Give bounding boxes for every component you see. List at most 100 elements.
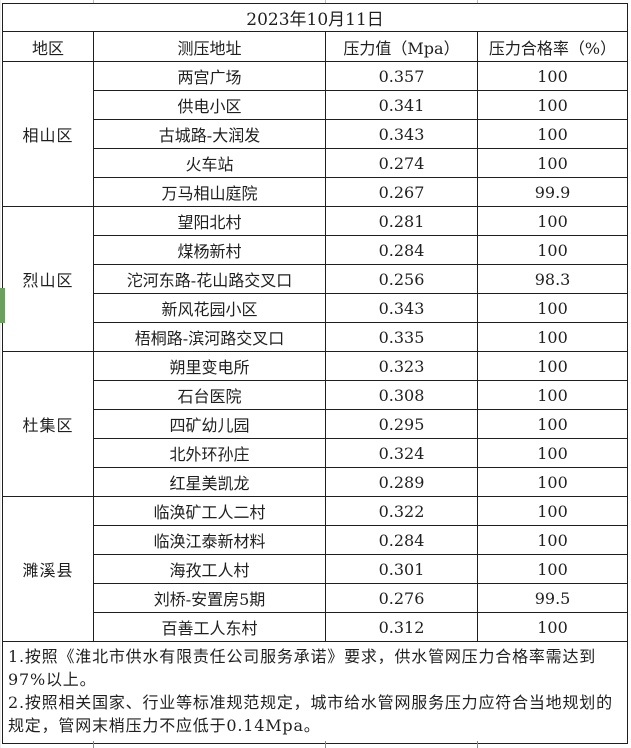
address-cell: 临涣江泰新材料	[93, 525, 326, 555]
screenshot-edge-line	[0, 0, 1, 748]
pressure-value-cell: 0.256	[325, 264, 478, 294]
column-header-address: 测压地址	[93, 31, 326, 62]
title-row: 2023年10月11日	[1, 3, 629, 32]
pass-rate-cell: 98.3	[476, 264, 629, 294]
gridline-stub	[477, 741, 478, 748]
pressure-value-cell: 0.274	[325, 148, 478, 178]
address-cell: 梧桐路-滨河路交叉口	[93, 322, 326, 352]
pressure-value-cell: 0.343	[325, 293, 478, 323]
gridline-stub	[93, 0, 94, 3]
pass-rate-cell: 99.9	[476, 177, 629, 207]
pressure-value-cell: 0.301	[325, 554, 478, 584]
address-cell: 沱河东路-花山路交叉口	[93, 264, 326, 294]
table-row: 临涣江泰新材料 0.284 100	[3, 525, 629, 555]
pass-rate-cell: 100	[476, 467, 629, 497]
pressure-value-cell: 0.323	[325, 351, 478, 381]
table-row: 沱河东路-花山路交叉口 0.256 98.3	[3, 264, 629, 294]
pass-rate-cell: 100	[476, 119, 629, 149]
pass-rate-cell: 100	[476, 90, 629, 120]
note-1: 1.按照《淮北市供水有限责任公司服务承诺》要求，供水管网压力合格率需达到97%以…	[8, 647, 597, 689]
address-cell: 煤杨新村	[93, 235, 326, 265]
district-cell: 濉溪县	[2, 496, 94, 642]
pass-rate-cell: 100	[476, 409, 629, 439]
table-row: 百善工人东村 0.312 100	[3, 612, 629, 642]
pass-rate-cell: 100	[476, 612, 629, 642]
address-cell: 古城路-大润发	[93, 119, 326, 149]
pass-rate-cell: 99.5	[476, 583, 629, 613]
notes-cell: 1.按照《淮北市供水有限责任公司服务承诺》要求，供水管网压力合格率需达到97%以…	[1, 641, 629, 744]
pass-rate-cell: 100	[476, 206, 629, 236]
pressure-value-cell: 0.324	[325, 438, 478, 468]
pass-rate-cell: 100	[476, 554, 629, 584]
table-body: 相山区 两宫广场 0.357 100 供电小区 0.341 100 古城路-大润发 0.343 1…	[2, 61, 629, 642]
address-cell: 四矿幼儿园	[93, 409, 326, 439]
pass-rate-cell: 100	[476, 380, 629, 410]
address-cell: 刘桥-安置房5期	[93, 583, 326, 613]
table-row: 万马相山庭院 0.267 99.9	[3, 177, 629, 207]
pressure-value-cell: 0.322	[325, 496, 478, 526]
address-cell: 红星美凯龙	[93, 467, 326, 497]
pass-rate-cell: 100	[476, 496, 629, 526]
pressure-value-cell: 0.335	[325, 322, 478, 352]
district-cell: 相山区	[2, 61, 94, 207]
pressure-value-cell: 0.276	[325, 583, 478, 613]
address-cell: 供电小区	[93, 90, 326, 120]
table-row: 杜集区 朔里变电所 0.323 100	[2, 351, 629, 497]
pressure-value-cell: 0.281	[325, 206, 478, 236]
gridline-stub	[325, 741, 326, 748]
pressure-value-cell: 0.308	[325, 380, 478, 410]
pressure-value-cell: 0.289	[325, 467, 478, 497]
pressure-value-cell: 0.341	[325, 90, 478, 120]
table-row: 煤杨新村 0.284 100	[3, 235, 629, 265]
pass-rate-cell: 100	[476, 148, 629, 178]
address-cell: 石台医院	[93, 380, 326, 410]
table-row: 濉溪县 临涣矿工人二村 0.322 100	[2, 496, 629, 642]
address-cell: 新风花园小区	[93, 293, 326, 323]
pressure-value-cell: 0.357	[325, 61, 478, 91]
table-row: 新风花园小区 0.343 100	[3, 293, 629, 323]
pass-rate-cell: 100	[476, 61, 629, 91]
table-row: 四矿幼儿园 0.295 100	[3, 409, 629, 439]
pressure-value-cell: 0.267	[325, 177, 478, 207]
address-cell: 百善工人东村	[93, 612, 326, 642]
footer-row: 1.按照《淮北市供水有限责任公司服务承诺》要求，供水管网压力合格率需达到97%以…	[1, 641, 629, 744]
pressure-value-cell: 0.284	[325, 525, 478, 555]
pressure-value-cell: 0.312	[325, 612, 478, 642]
district-cell: 烈山区	[2, 206, 94, 352]
address-cell: 朔里变电所	[93, 351, 326, 381]
address-cell: 北外环孙庄	[93, 438, 326, 468]
address-cell: 火车站	[93, 148, 326, 178]
address-cell: 临涣矿工人二村	[93, 496, 326, 526]
table-row: 供电小区 0.341 100	[3, 90, 629, 120]
table-row: 火车站 0.274 100	[3, 148, 629, 178]
table-row: 梧桐路-滨河路交叉口 0.335 100	[3, 322, 629, 352]
column-header-district: 地区	[2, 31, 94, 62]
address-cell: 望阳北村	[93, 206, 326, 236]
table-row: 相山区 两宫广场 0.357 100	[2, 61, 629, 207]
gridline-stub	[93, 741, 94, 748]
address-cell: 海孜工人村	[93, 554, 326, 584]
pass-rate-cell: 100	[476, 235, 629, 265]
gridline-stub	[477, 0, 478, 3]
table-row: 海孜工人村 0.301 100	[3, 554, 629, 584]
pressure-value-cell: 0.343	[325, 119, 478, 149]
table-row: 石台医院 0.308 100	[3, 380, 629, 410]
table-row: 红星美凯龙 0.289 100	[3, 467, 629, 497]
pass-rate-cell: 100	[476, 293, 629, 323]
pressure-value-cell: 0.284	[325, 235, 478, 265]
table-row: 烈山区 望阳北村 0.281 100	[2, 206, 629, 352]
address-cell: 两宫广场	[93, 61, 326, 91]
pass-rate-cell: 100	[476, 351, 629, 381]
table-row: 北外环孙庄 0.324 100	[3, 438, 629, 468]
pressure-report-table: 2023年10月11日 地区 测压地址 压力值（Mpa） 压力合格率（%） 相山…	[1, 3, 629, 744]
pass-rate-cell: 100	[476, 438, 629, 468]
column-header-pressure: 压力值（Mpa）	[325, 31, 478, 62]
header-row: 地区 测压地址 压力值（Mpa） 压力合格率（%）	[2, 31, 629, 62]
table-row: 刘桥-安置房5期 0.276 99.5	[3, 583, 629, 613]
green-selection-marker	[0, 288, 5, 323]
pressure-report-table-container: 2023年10月11日 地区 测压地址 压力值（Mpa） 压力合格率（%） 相山…	[1, 3, 629, 744]
note-2: 2.按照相关国家、行业等标准规范规定，城市给水管网服务压力应符合当地规划的规定，…	[8, 693, 613, 735]
district-cell: 杜集区	[2, 351, 94, 497]
report-date-title: 2023年10月11日	[1, 3, 629, 32]
table-row: 古城路-大润发 0.343 100	[3, 119, 629, 149]
